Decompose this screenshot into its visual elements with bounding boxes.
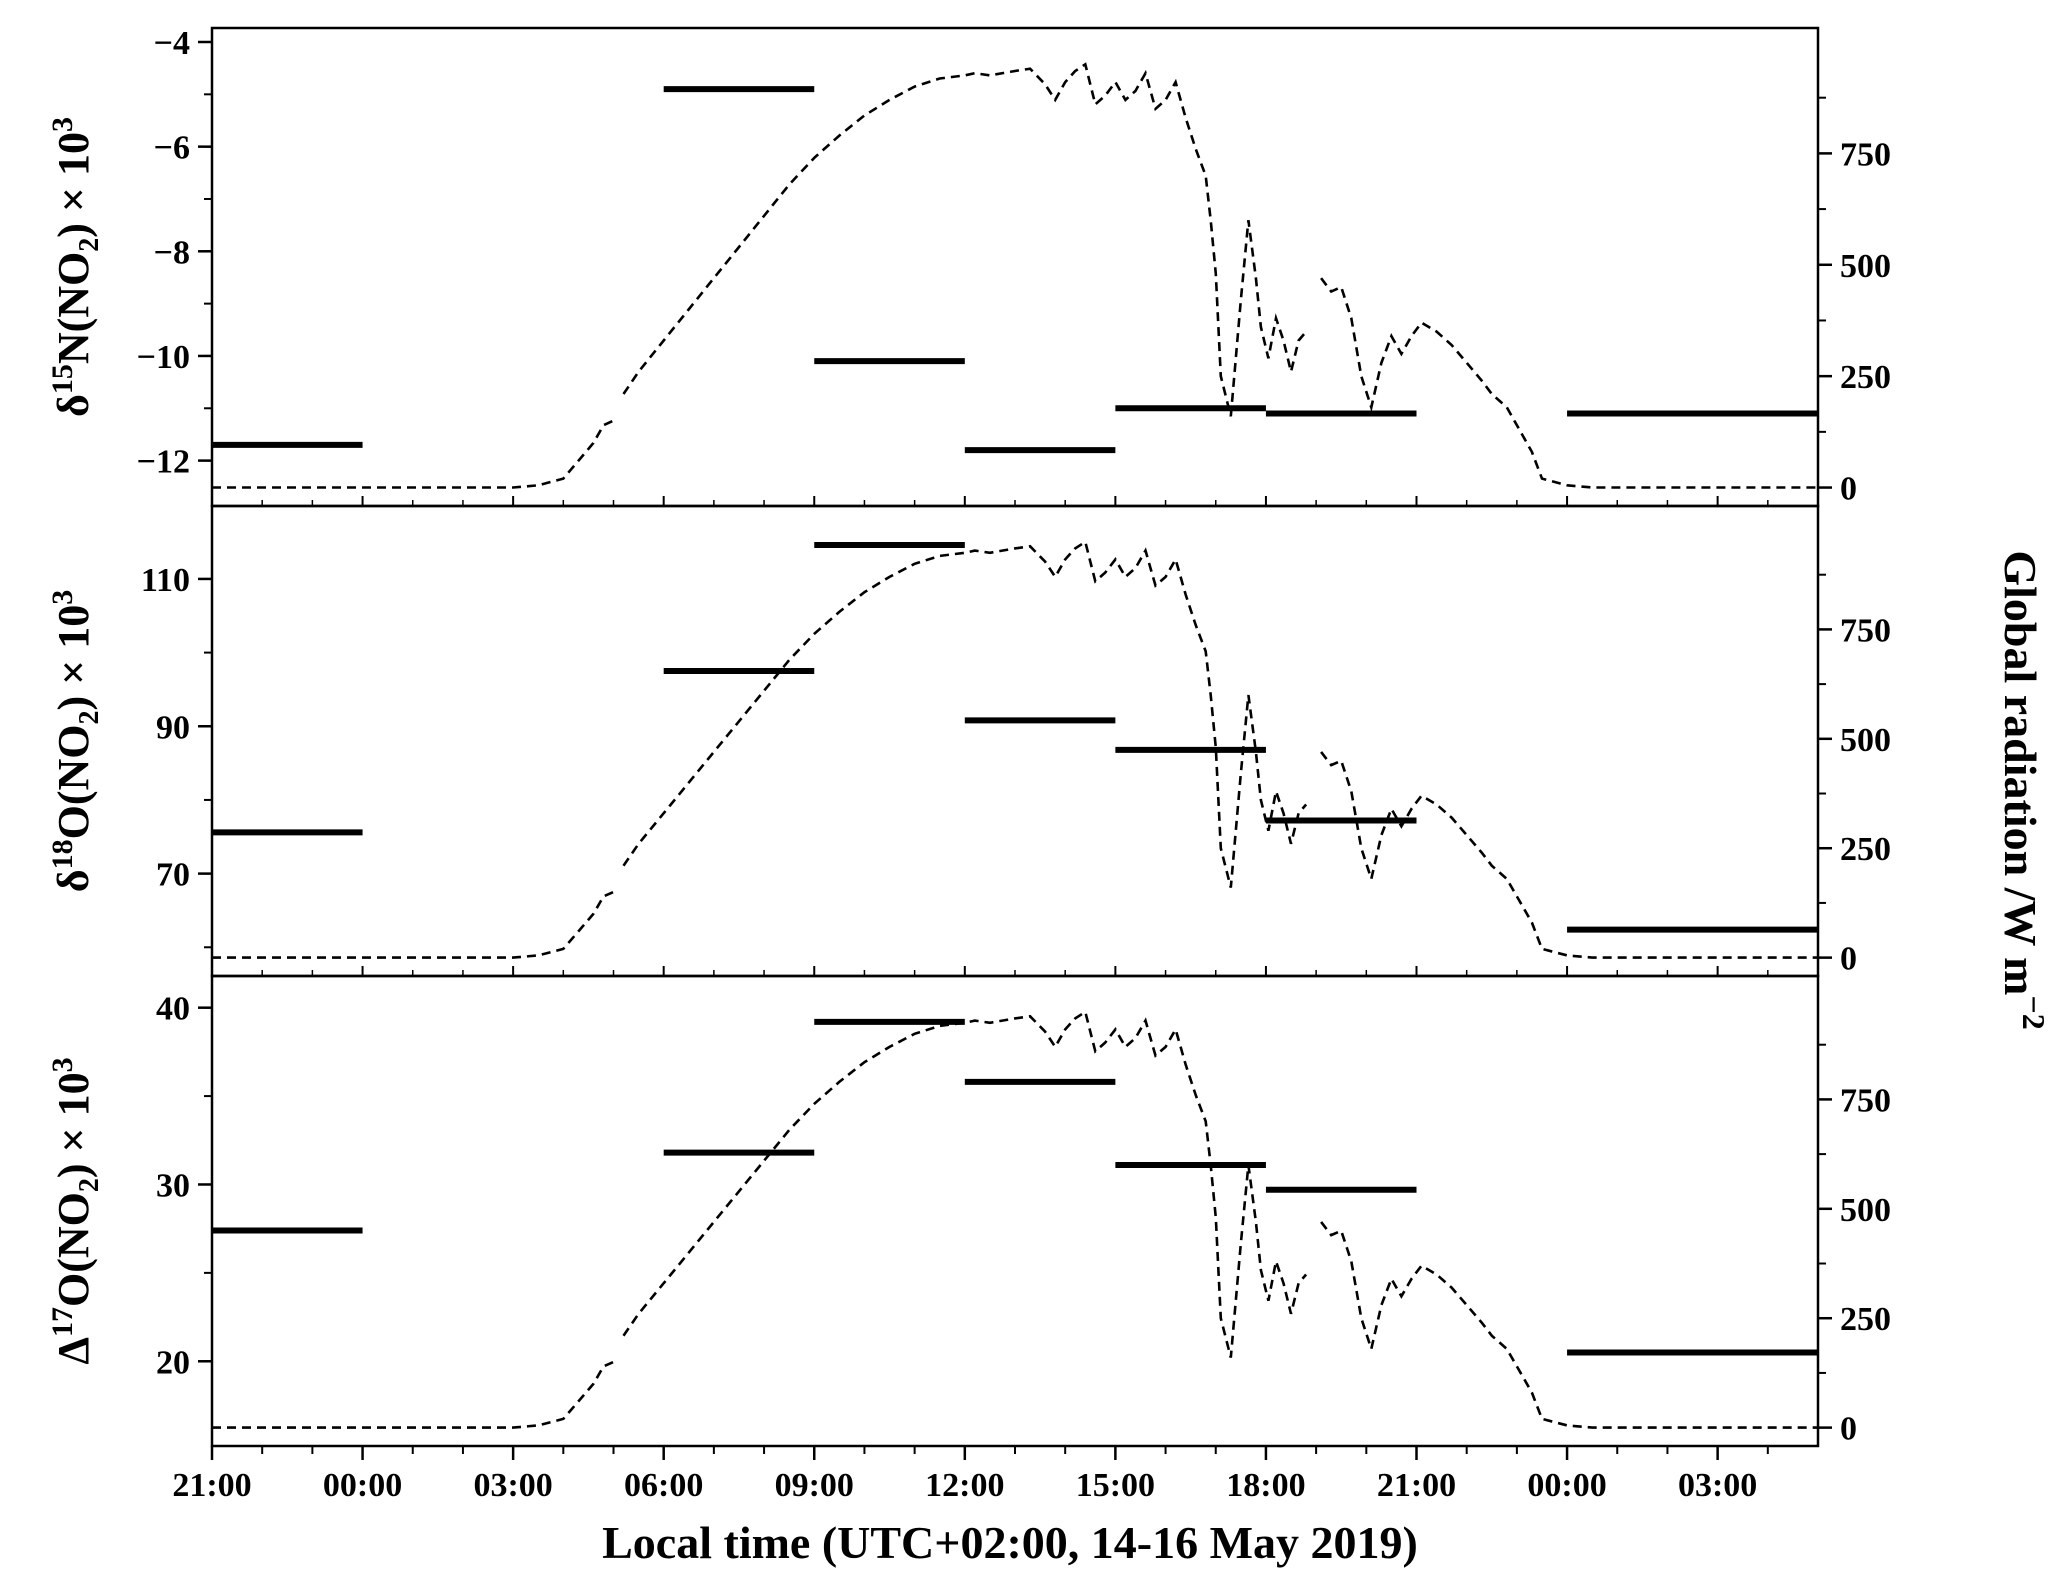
x-tick-label: 03:00 — [1678, 1467, 1757, 1504]
radiation-line — [212, 419, 615, 489]
right-axis-title: Global radiation /W m−2 — [1995, 550, 2052, 1029]
right-tick-label: 500 — [1840, 722, 1891, 759]
left-tick-label: −4 — [154, 25, 190, 62]
panel-1: −4 −6 −8 −10 −12 0 250 500 750 δ15N(NO2) × 103 — [46, 25, 1891, 508]
left-axis-title-part: δ — [49, 869, 98, 892]
left-tick-label: −12 — [137, 444, 190, 481]
left-axis-title-part: δ — [49, 394, 98, 417]
right-tick-label: 500 — [1840, 1192, 1891, 1229]
x-tick-label: 21:00 — [1377, 1467, 1456, 1504]
panel-2: 110 90 70 0 250 500 750 δ18O(NO2) × 103 — [46, 504, 1891, 978]
right-tick-label: 250 — [1840, 359, 1891, 396]
left-axis-title-part: O(NO — [49, 1192, 98, 1307]
x-axis: 21:00 00:00 03:00 06:00 09:00 12:00 15:00 18:00… — [172, 1446, 1769, 1504]
radiation-line — [622, 1009, 1308, 1358]
radiation-line — [1320, 751, 1818, 959]
left-axis-title: Δ17O(NO2) × 103 — [46, 1057, 105, 1364]
left-axis-title-part: 15 — [46, 364, 79, 394]
left-tick-label: −6 — [154, 130, 190, 167]
left-axis-title-part: 18 — [46, 839, 79, 869]
panel-3: 40 30 20 0 250 500 750 Δ17O(NO2) × 103 — [46, 974, 1891, 1448]
x-tick-label: 21:00 — [172, 1467, 251, 1504]
left-axis-title-part: ) × 10 — [49, 605, 98, 711]
radiation-line — [622, 62, 1308, 417]
left-axis-title-part: 2 — [74, 711, 105, 725]
right-axis-title-exponent: −2 — [2016, 995, 2052, 1029]
left-axis-title-part: Δ — [49, 1337, 98, 1365]
radiation-line — [622, 539, 1308, 888]
radiation-line — [1320, 277, 1818, 489]
left-axis-title-part: 17 — [46, 1307, 79, 1337]
radiation-line — [212, 890, 615, 959]
x-tick-label: 00:00 — [323, 1467, 402, 1504]
x-tick-label: 18:00 — [1226, 1467, 1305, 1504]
right-tick-label: 0 — [1840, 1411, 1857, 1448]
x-tick-label: 03:00 — [473, 1467, 552, 1504]
right-tick-label: 250 — [1840, 1301, 1891, 1338]
right-tick-label: 750 — [1840, 612, 1891, 649]
right-tick-label: 250 — [1840, 831, 1891, 868]
left-axis-title-part: O(NO — [49, 725, 98, 840]
left-axis-title: δ18O(NO2) × 103 — [46, 590, 105, 892]
left-tick-label: −8 — [154, 234, 190, 271]
x-tick-label: 15:00 — [1076, 1467, 1155, 1504]
left-axis-title-part: 3 — [46, 590, 79, 605]
left-tick-label: 30 — [156, 1167, 190, 1204]
right-axis-title-text: Global radiation /W m — [1995, 550, 2046, 995]
left-axis-title-part: 2 — [74, 1178, 105, 1192]
left-tick-label: 70 — [156, 857, 190, 894]
left-axis-title-part: ) × 10 — [49, 1072, 98, 1178]
left-axis-title-part: N(NO — [49, 252, 98, 364]
panel-frame — [210, 974, 1820, 1448]
x-axis-title: Local time (UTC+02:00, 14-16 May 2019) — [602, 1517, 1418, 1568]
radiation-line — [1320, 1221, 1818, 1429]
left-axis-title: δ15N(NO2) × 103 — [46, 117, 105, 417]
right-tick-label: 500 — [1840, 248, 1891, 285]
panel-frame — [210, 26, 1820, 508]
left-tick-label: 90 — [156, 709, 190, 746]
left-axis-title-part: 3 — [46, 1057, 79, 1072]
left-axis-title-part: 2 — [74, 238, 105, 252]
left-tick-label: 20 — [156, 1344, 190, 1381]
left-axis-title-part: ) × 10 — [49, 132, 98, 238]
radiation-line — [212, 1360, 615, 1429]
left-tick-label: −10 — [137, 339, 190, 376]
x-tick-label: 12:00 — [925, 1467, 1004, 1504]
left-tick-label: 110 — [141, 562, 190, 599]
x-tick-label: 00:00 — [1527, 1467, 1606, 1504]
left-axis-title-part: 3 — [46, 117, 79, 132]
right-tick-label: 0 — [1840, 941, 1857, 978]
x-tick-label: 06:00 — [624, 1467, 703, 1504]
left-tick-label: 40 — [156, 991, 190, 1028]
right-tick-label: 750 — [1840, 136, 1891, 173]
x-tick-label: 09:00 — [775, 1467, 854, 1504]
right-tick-label: 0 — [1840, 471, 1857, 508]
panel-frame — [210, 504, 1820, 978]
right-tick-label: 750 — [1840, 1082, 1891, 1119]
